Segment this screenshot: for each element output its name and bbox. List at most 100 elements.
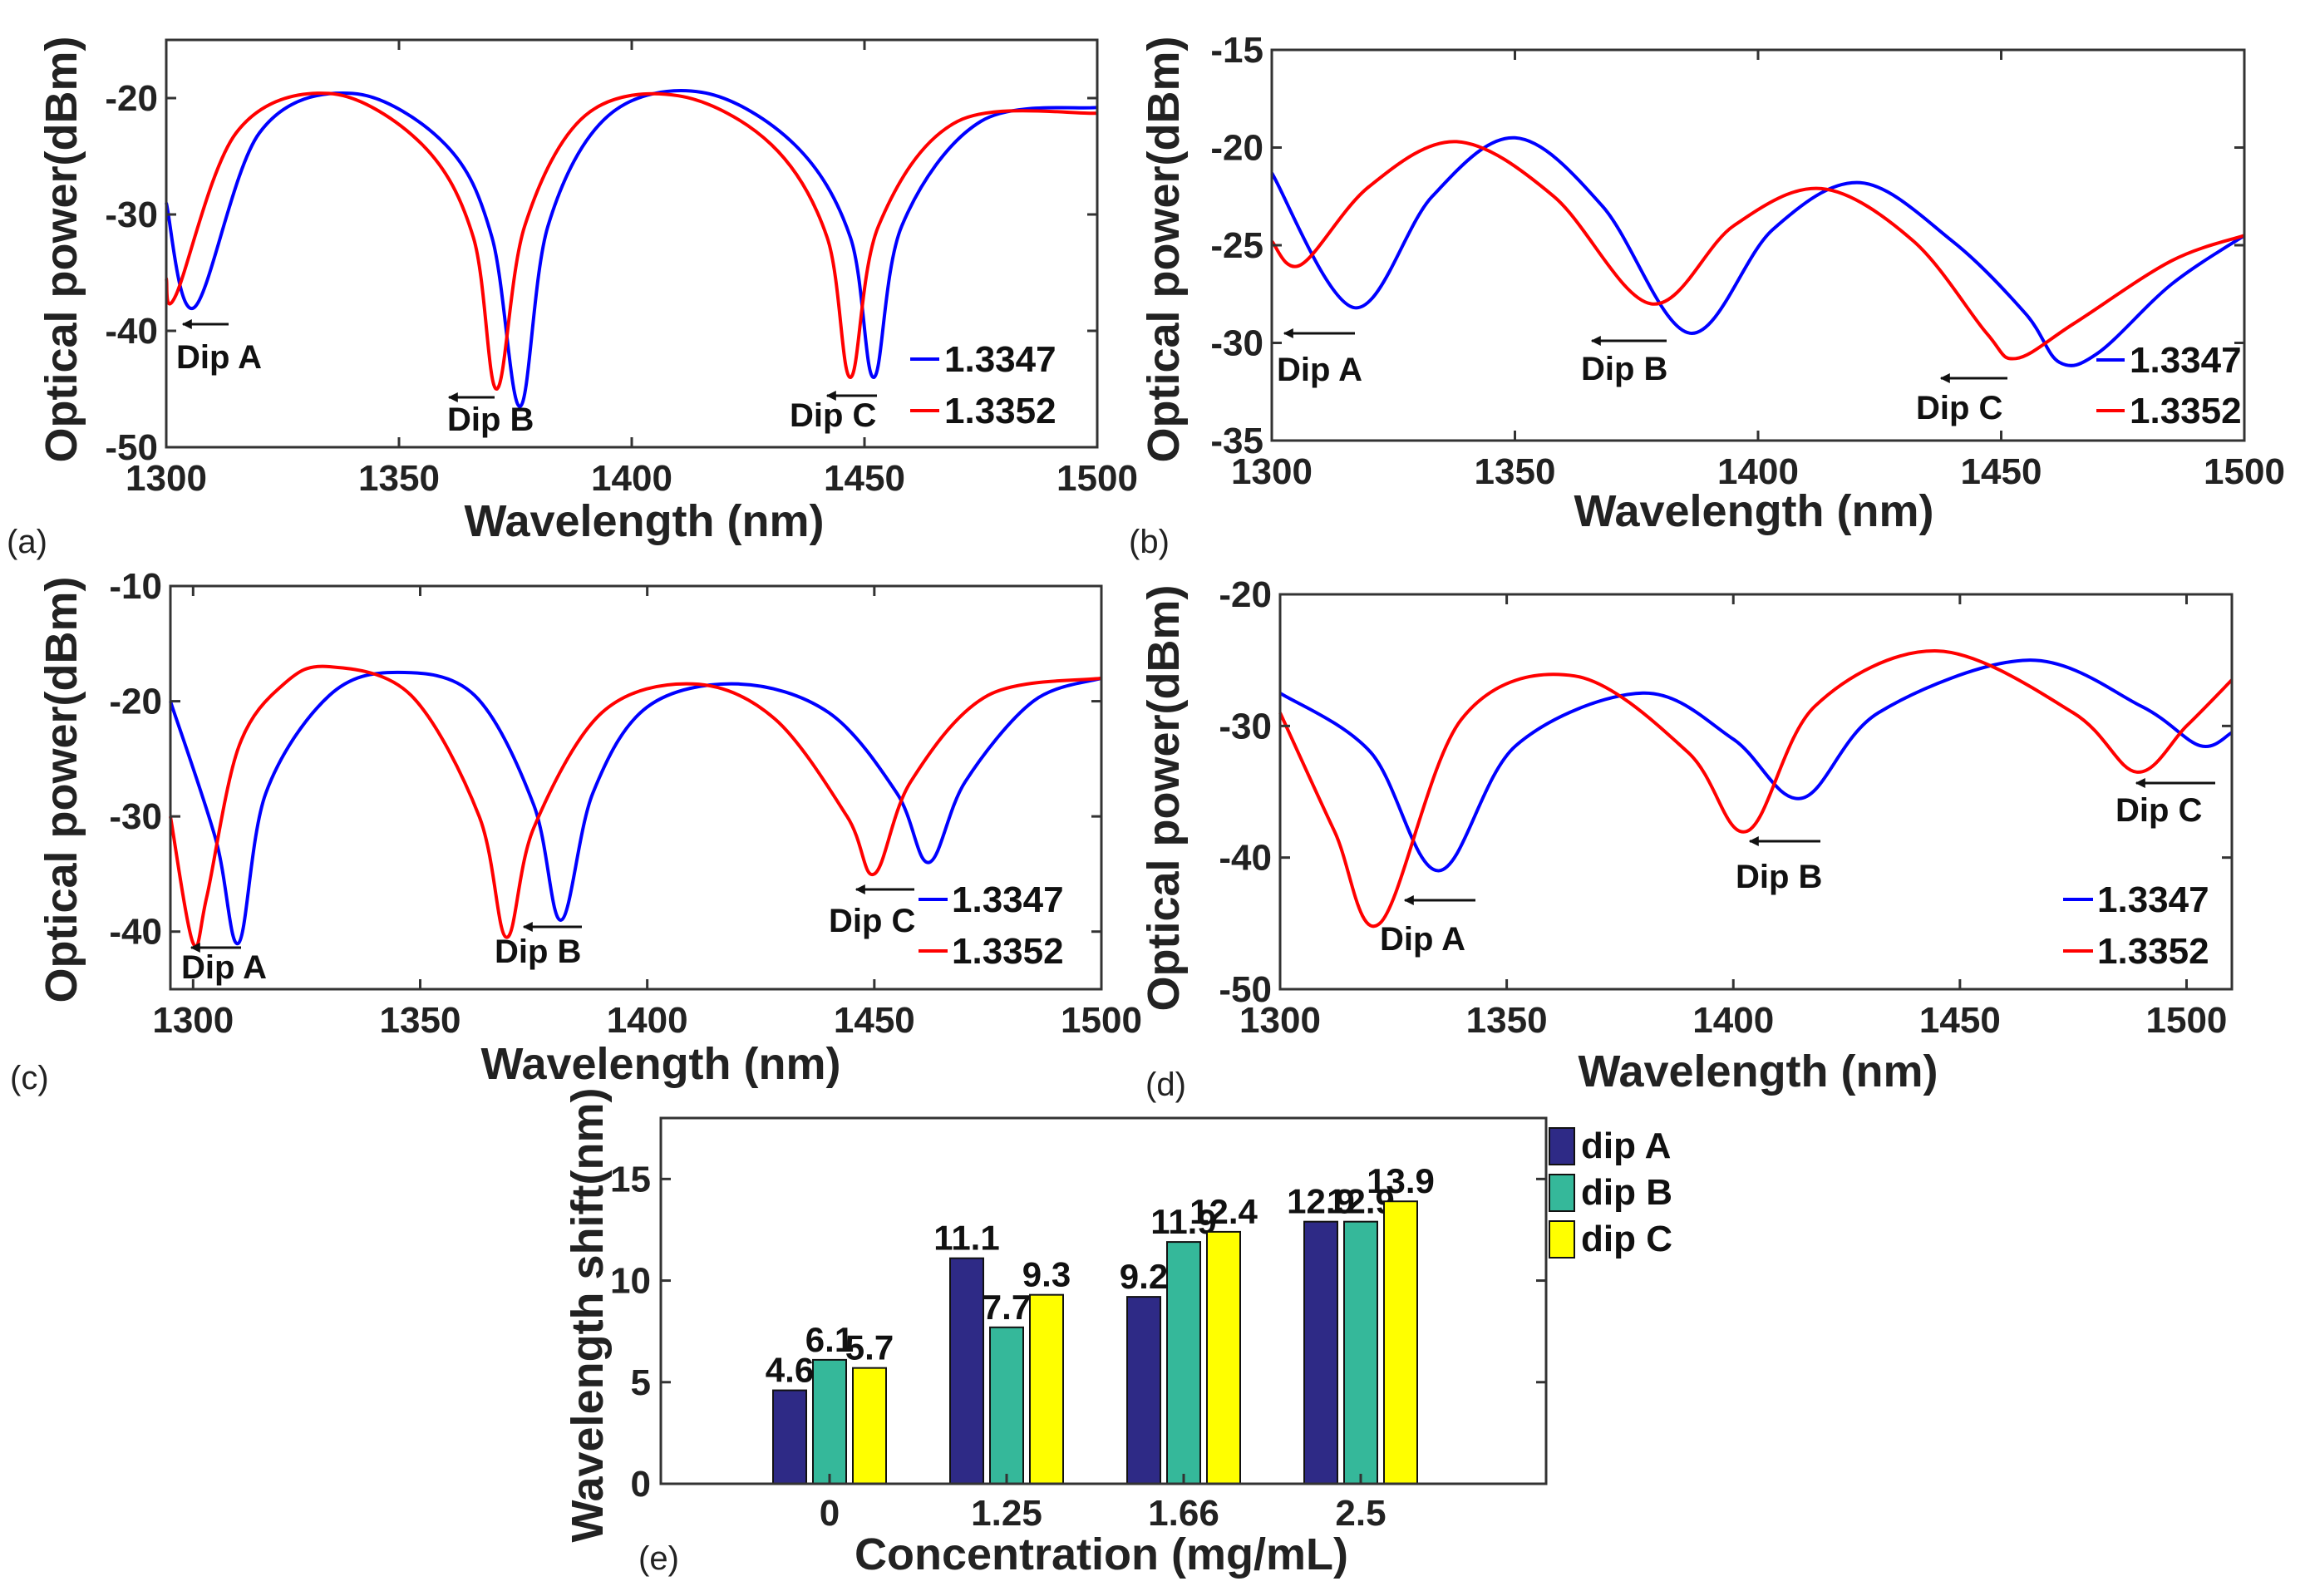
- bar-dip-C-1.25: [1029, 1293, 1064, 1485]
- panel-b: 1300 1350 1400 1450 1500 -35 -30 -25 -20 -15 Wave…: [1129, 30, 2285, 560]
- bar-dip-A-1.66: [1126, 1296, 1161, 1485]
- panel-c-frame: [169, 584, 1103, 991]
- panel-d-dip-b-label: Dip B: [1736, 859, 1822, 895]
- panel-b-xtick-label: 1500: [2204, 451, 2285, 492]
- panel-c-xlabel: Wavelength (nm): [480, 1039, 840, 1089]
- panel-a-xlabel: Wavelength (nm): [464, 496, 824, 546]
- panel-a-xtick-label: 1300: [126, 458, 207, 499]
- panel-c-dip-a-label: Dip A: [181, 949, 267, 986]
- panel-b-xtick-label: 1300: [1231, 451, 1313, 492]
- panel-a-dip-b-label: Dip B: [447, 401, 534, 438]
- panel-d-series-line-1: [1278, 658, 2234, 873]
- panel-c-series-line-2: [169, 664, 1102, 948]
- panel-d-ytick-label: -30: [1219, 706, 1272, 746]
- panel-d-ytick-label: -50: [1219, 969, 1272, 1010]
- panel-c-ytick-label: -20: [109, 682, 162, 722]
- panel-b-series-line-1: [1270, 135, 2246, 367]
- panel-d-xtick-label: 1500: [2146, 1000, 2228, 1041]
- panel-c-series-line-1: [169, 670, 1102, 946]
- panel-c-xtick-label: 1400: [607, 1000, 688, 1041]
- bar-data-label: 5.7: [845, 1328, 894, 1367]
- panel-e-ytick-label: 0: [631, 1464, 651, 1505]
- bar-data-label: 9.2: [1120, 1257, 1168, 1296]
- panel-c-ytick-label: -30: [109, 796, 162, 837]
- panel-a-xtick-label: 1400: [591, 458, 672, 499]
- panel-c-xtick-label: 1300: [152, 1000, 234, 1041]
- panel-d-xlabel: Wavelength (nm): [1578, 1047, 1938, 1096]
- bar-dip-B-2.5: [1343, 1220, 1378, 1485]
- panel-c-legend-label-1: 1.3347: [952, 879, 1064, 920]
- bar-dip-B-0: [812, 1358, 847, 1485]
- panel-d-ytick-label: -40: [1219, 838, 1272, 879]
- panel-d-xtick-label: 1400: [1692, 1000, 1774, 1041]
- panel-b-dip-b-label: Dip B: [1581, 351, 1667, 387]
- panel-b-xtick-label: 1400: [1717, 451, 1799, 492]
- panel-b-ytick-label: -25: [1210, 225, 1263, 266]
- bar-dip-A-0: [772, 1389, 807, 1485]
- panel-c-ytick-label: -40: [109, 912, 162, 953]
- panel-e-legend-label-2: dip B: [1581, 1172, 1672, 1213]
- panel-b-dip-a-label: Dip A: [1277, 352, 1362, 388]
- bar-dip-C-2.5: [1383, 1200, 1418, 1485]
- panel-e-legend-label-3: dip C: [1581, 1219, 1672, 1259]
- panel-b-ylabel: Optical power(dBm): [1139, 36, 1189, 462]
- panel-d-xtick-label: 1450: [1919, 1000, 2001, 1041]
- panel-d-ytick-label: -20: [1219, 574, 1272, 615]
- panel-c-dip-b-label: Dip B: [495, 933, 581, 970]
- panel-e-label: (e): [638, 1540, 679, 1577]
- panel-e-xtick-label: 0: [820, 1493, 840, 1534]
- panel-a-xtick-label: 1450: [824, 458, 905, 499]
- panel-b-ytick-label: -15: [1210, 30, 1263, 71]
- bar-data-label: 7.7: [983, 1288, 1031, 1327]
- bar-data-label: 12.4: [1189, 1192, 1258, 1231]
- panel-a-xtick-label: 1350: [358, 458, 440, 499]
- panel-a-ytick-label: -20: [105, 78, 158, 119]
- panel-a-ytick-label: -50: [105, 427, 158, 468]
- bar-data-label: 9.3: [1022, 1255, 1071, 1294]
- panel-a-xtick-label: 1500: [1056, 458, 1138, 499]
- panel-a: 1300 1350 1400 1450 1500 -50 -40 -30 -20 Wavelen…: [7, 36, 1138, 560]
- panel-a-ylabel: Optical power(dBm): [37, 36, 86, 462]
- bar-dip-B-1.25: [989, 1326, 1024, 1485]
- panel-d-series-line-2: [1278, 649, 2234, 928]
- bar-dip-B-1.66: [1166, 1241, 1201, 1485]
- panel-d-legend-label-1: 1.3347: [2097, 879, 2209, 920]
- panel-e-legend-label-1: dip A: [1581, 1126, 1671, 1166]
- panel-a-ytick-label: -40: [105, 311, 158, 352]
- panel-a-ytick-label: -30: [105, 195, 158, 235]
- bar-dip-C-0: [852, 1367, 887, 1485]
- bar-dip-A-2.5: [1303, 1220, 1338, 1485]
- bar-data-label: 4.6: [766, 1351, 814, 1390]
- panel-e-xtick-label: 1.25: [971, 1493, 1042, 1534]
- panel-e-legend-swatch-2: [1549, 1174, 1575, 1212]
- bar-dip-A-1.25: [949, 1257, 984, 1485]
- panel-a-dip-a-label: Dip A: [176, 339, 262, 376]
- panel-c-xtick-label: 1450: [834, 1000, 915, 1041]
- bar-dip-C-1.66: [1206, 1230, 1241, 1485]
- panel-e-ylabel: Wavelength shift(nm): [563, 1088, 613, 1543]
- panel-a-label: (a): [7, 524, 47, 560]
- panel-c-dip-c-label: Dip C: [829, 903, 915, 939]
- bar-data-label: 12.9: [1287, 1182, 1355, 1221]
- panel-e: 4.66.15.711.17.79.3 9.211.912.4 12.912.913…: [563, 1088, 1672, 1580]
- panel-b-ytick-label: -20: [1210, 128, 1263, 169]
- panel-b-legend-label-2: 1.3352: [2130, 391, 2242, 431]
- bar-data-label: 11.1: [933, 1219, 999, 1258]
- panel-d-dip-a-label: Dip A: [1380, 921, 1465, 958]
- panel-d-frame: [1278, 593, 2234, 991]
- bar-data-label: 11.9: [1150, 1202, 1216, 1241]
- panel-d-label: (d): [1145, 1066, 1186, 1103]
- panel-d-legend-label-2: 1.3352: [2097, 931, 2209, 972]
- panel-e-xtick-label: 1.66: [1148, 1493, 1219, 1534]
- panel-e-legend-swatch-1: [1549, 1127, 1575, 1165]
- panel-d-ylabel: Optical power(dBm): [1139, 584, 1189, 1011]
- panel-b-legend-label-1: 1.3347: [2130, 340, 2242, 381]
- panel-a-legend-label-2: 1.3352: [944, 391, 1056, 431]
- bar-data-label: 13.9: [1367, 1161, 1435, 1200]
- panel-b-xtick-label: 1350: [1475, 451, 1556, 492]
- panel-b-xtick-label: 1450: [1961, 451, 2042, 492]
- panel-c-legend-label-2: 1.3352: [952, 931, 1064, 972]
- panel-e-legend-swatch-3: [1549, 1220, 1575, 1259]
- panel-c-xtick-label: 1350: [380, 1000, 461, 1041]
